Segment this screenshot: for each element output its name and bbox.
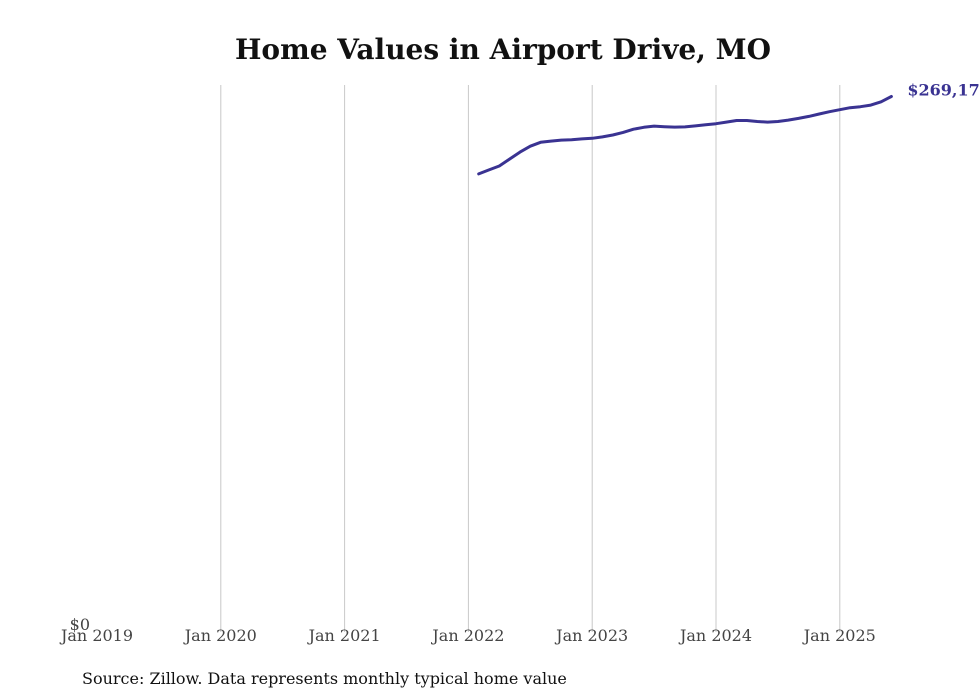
series-group: $269,178 <box>477 80 980 176</box>
x-tick-label: Jan 2021 <box>307 626 381 645</box>
y-tick-label: $0 <box>70 615 90 634</box>
source-note: Source: Zillow. Data represents monthly … <box>82 669 567 688</box>
x-tick-label: Jan 2019 <box>59 626 133 645</box>
x-tick-label: Jan 2020 <box>183 626 257 645</box>
x-tick-label: Jan 2025 <box>802 626 876 645</box>
chart-title: Home Values in Airport Drive, MO <box>235 33 771 66</box>
series-line <box>477 95 893 176</box>
end-value-label: $269,178 <box>907 80 980 99</box>
gridlines <box>220 85 841 632</box>
x-tick-label: Jan 2022 <box>430 626 504 645</box>
y-axis: $0 <box>70 615 90 634</box>
x-axis: Jan 2019 Jan 2020 Jan 2021 Jan 2022 Jan 2023… <box>59 626 876 645</box>
x-tick-label: Jan 2024 <box>678 626 752 645</box>
x-tick-label: Jan 2023 <box>554 626 628 645</box>
